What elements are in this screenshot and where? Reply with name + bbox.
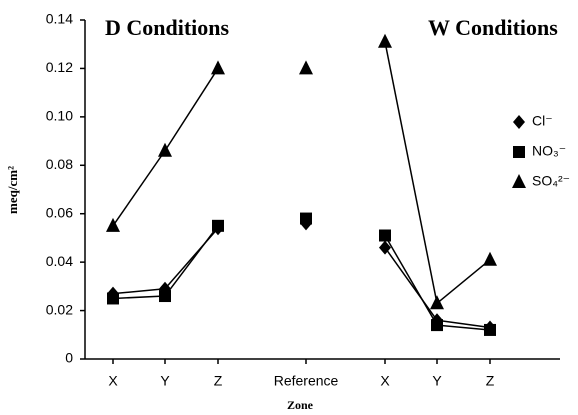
marker-square [484, 323, 496, 336]
y-tick-label: 0 [65, 350, 73, 366]
legend-label: NO₃⁻ [532, 143, 566, 159]
line-segment [164, 225, 219, 297]
line-segment [436, 259, 491, 304]
x-tick-label: Y [432, 373, 442, 389]
marker-square [212, 219, 224, 232]
marker-triangle [483, 251, 497, 266]
y-tick-label: 0.08 [46, 156, 73, 172]
x-tick-label: Y [160, 373, 170, 389]
line-segment [436, 319, 491, 329]
x-axis-label: Zone [287, 398, 314, 412]
marker-triangle [430, 295, 444, 310]
line-segment [384, 235, 438, 326]
marker-diamond [513, 115, 525, 129]
marker-square [513, 146, 525, 158]
x-tick-label: Reference [274, 373, 339, 389]
marker-square [379, 229, 391, 242]
y-tick-label: 0.06 [46, 204, 73, 220]
marker-triangle [378, 33, 392, 48]
marker-square [431, 319, 443, 332]
line-segment [112, 288, 166, 295]
marker-triangle [211, 60, 225, 75]
line-segment [164, 68, 219, 152]
x-tick-label: Z [214, 373, 223, 389]
y-axis-label: meq/cm² [5, 166, 20, 214]
marker-square [107, 292, 119, 305]
x-tick-label: X [380, 373, 390, 389]
y-tick-label: 0.12 [46, 59, 73, 75]
x-tick-label: X [108, 373, 118, 389]
marker-triangle [158, 142, 172, 157]
line-segment [384, 41, 438, 304]
line-segment [384, 247, 438, 321]
marker-triangle [512, 174, 526, 188]
marker-square [300, 212, 312, 225]
y-tick-label: 0.02 [46, 301, 73, 317]
marker-triangle [106, 217, 120, 232]
marker-triangle [299, 60, 313, 75]
legend-label: Cl⁻ [532, 113, 553, 129]
marker-square [159, 290, 171, 303]
line-segment [112, 295, 166, 300]
marker-diamond [379, 240, 391, 255]
y-tick-label: 0.14 [46, 11, 73, 27]
x-tick-label: Z [486, 373, 495, 389]
annotation: W Conditions [428, 15, 558, 40]
line-segment [436, 324, 491, 331]
legend-label: SO₄²⁻ [532, 173, 570, 189]
y-tick-label: 0.04 [46, 253, 73, 269]
line-segment [112, 150, 166, 227]
annotation: D Conditions [105, 15, 230, 40]
y-tick-label: 0.10 [46, 108, 73, 124]
